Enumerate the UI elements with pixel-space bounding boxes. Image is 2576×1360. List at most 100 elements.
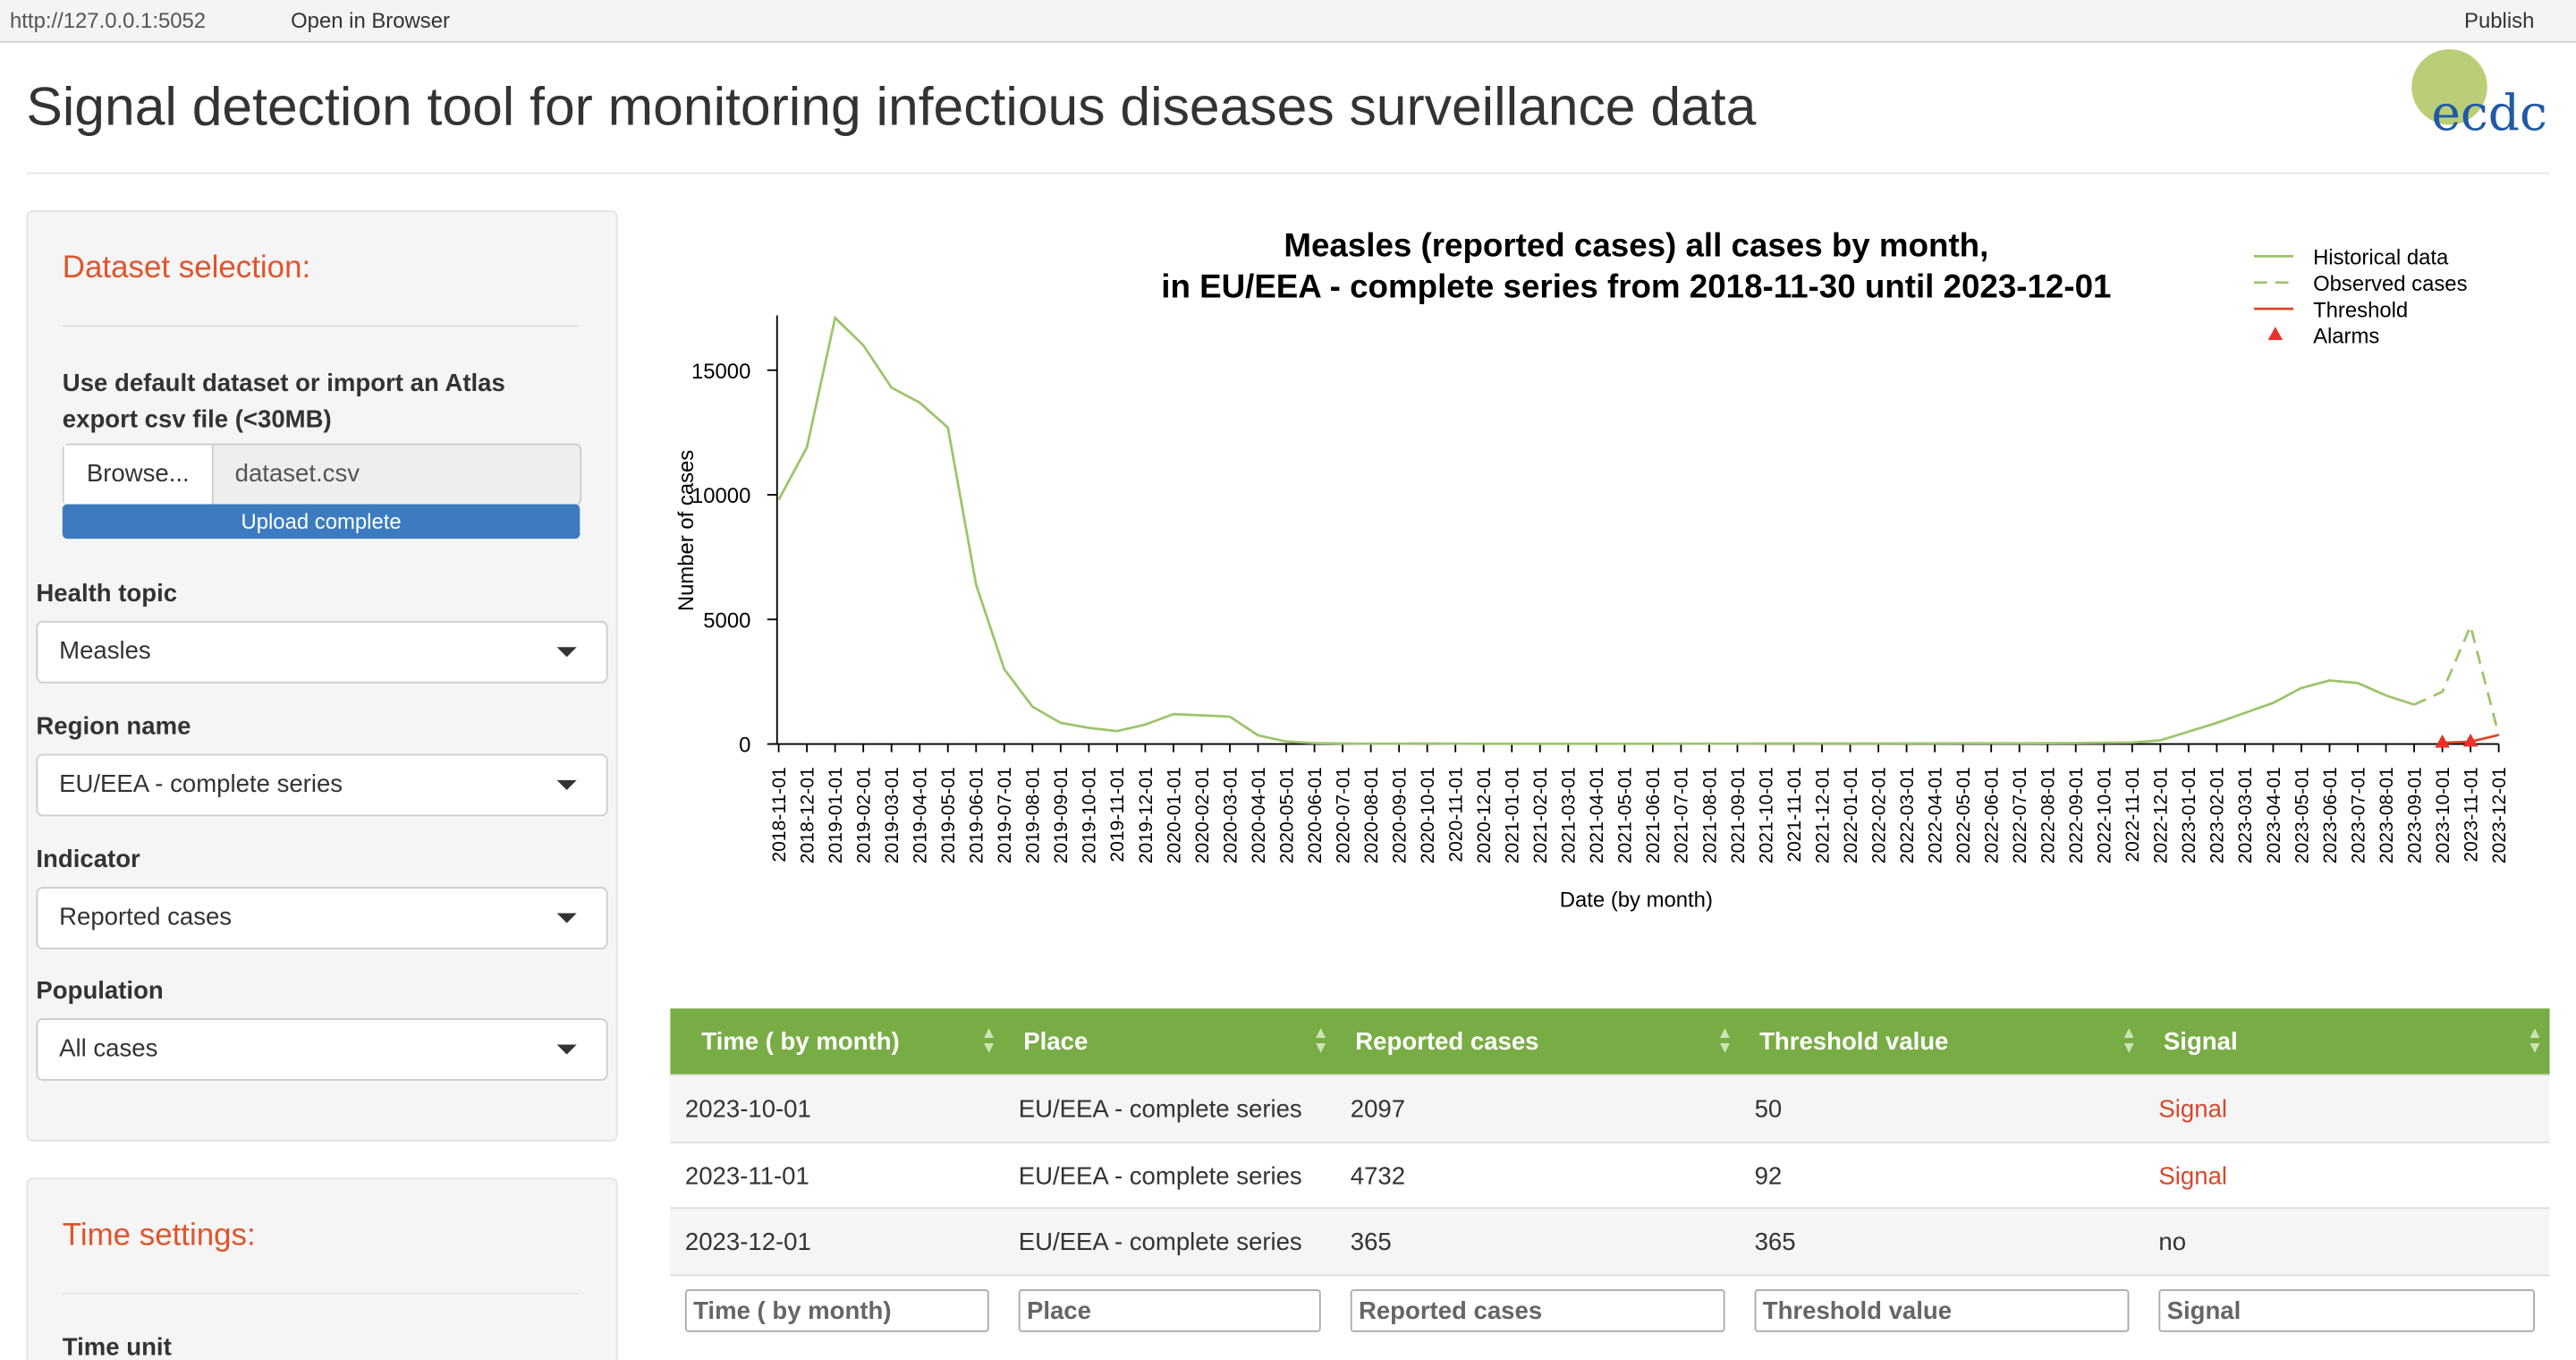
x-tick-label: 2021-10-01 <box>1756 767 1776 863</box>
x-tick-label: 2021-06-01 <box>1643 767 1664 863</box>
panel-heading: Dataset selection: <box>62 251 311 286</box>
legend-label: Observed cases <box>2313 272 2468 296</box>
x-tick-label: 2022-08-01 <box>2038 767 2059 863</box>
table-cell: 92 <box>1754 1161 1783 1190</box>
file-name: dataset.csv <box>234 459 360 489</box>
filter-input[interactable]: Reported cases <box>1350 1289 1725 1332</box>
x-tick-label: 2023-05-01 <box>2292 767 2312 863</box>
x-tick-label: 2022-12-01 <box>2151 767 2172 863</box>
sort-icon: ▲ ▼ <box>2526 1024 2544 1058</box>
divider <box>62 325 579 327</box>
x-tick-label: 2021-09-01 <box>1728 767 1749 863</box>
x-tick-label: 2019-12-01 <box>1136 767 1157 863</box>
url: http://127.0.0.1:5052 <box>10 8 207 33</box>
x-tick-label: 2022-02-01 <box>1868 767 1889 863</box>
x-tick-label: 2018-12-01 <box>797 767 818 863</box>
panel-heading: Time settings: <box>62 1219 256 1254</box>
table-row <box>670 1140 2550 1209</box>
table-cell: no <box>2158 1228 2187 1257</box>
select[interactable]: Reported cases <box>36 887 608 950</box>
x-tick-label: 2019-06-01 <box>967 767 987 863</box>
caret <box>556 647 577 658</box>
x-tick-label: 2019-09-01 <box>1051 767 1072 863</box>
table-cell: 2097 <box>1350 1095 1406 1124</box>
x-tick-label: 2021-11-01 <box>1784 767 1805 862</box>
x-tick-label: 2023-08-01 <box>2377 767 2397 863</box>
browse-button[interactable]: Browse... <box>64 445 214 505</box>
x-tick-label: 2021-03-01 <box>1559 767 1580 863</box>
x-tick-label: 2022-09-01 <box>2066 767 2087 863</box>
x-tick-label: 2023-03-01 <box>2235 767 2256 863</box>
y-tick-label: 10000 <box>691 484 750 508</box>
alarm-marker <box>2462 733 2479 747</box>
select[interactable]: EU/EEA - complete series <box>36 753 608 817</box>
x-tick-label: 2020-08-01 <box>1361 767 1382 863</box>
series-line <box>2413 622 2500 735</box>
table-cell: 365 <box>1350 1228 1392 1257</box>
x-tick-label: 2023-10-01 <box>2433 767 2453 863</box>
x-tick-label: 2021-01-01 <box>1503 767 1523 863</box>
table-row <box>670 1074 2550 1142</box>
legend-label: Alarms <box>2313 325 2379 349</box>
x-tick-label: 2023-09-01 <box>2404 767 2425 863</box>
select[interactable]: All cases <box>36 1018 608 1081</box>
x-tick-label: 2019-01-01 <box>826 767 846 863</box>
filter-input[interactable]: Place <box>1018 1289 1321 1332</box>
sort-icon: ▲ ▼ <box>980 1024 997 1058</box>
x-tick-label: 2023-02-01 <box>2207 767 2228 863</box>
x-tick-label: 2023-12-01 <box>2489 767 2510 863</box>
column-header[interactable]: Place <box>1023 1028 1089 1057</box>
x-tick-label: 2020-10-01 <box>1418 767 1438 863</box>
caret <box>556 913 577 923</box>
filter-input[interactable]: Time ( by month) <box>684 1289 989 1332</box>
time-panel <box>26 1177 618 1360</box>
browser-bar: http://127.0.0.1:5052 Open in Browser Pu… <box>0 0 2576 43</box>
filter-input[interactable]: Threshold value <box>1754 1289 2130 1332</box>
x-tick-label: 2021-07-01 <box>1672 767 1692 863</box>
x-tick-label: 2021-12-01 <box>1812 767 1833 863</box>
x-tick-label: 2020-06-01 <box>1305 767 1326 863</box>
table-cell: EU/EEA - complete series <box>1018 1228 1302 1257</box>
y-tick-label: 5000 <box>703 608 750 633</box>
x-tick-label: 2022-10-01 <box>2095 767 2115 863</box>
import-label: Use default dataset or import an Atlas e… <box>62 370 505 434</box>
logo-globe <box>2411 49 2487 125</box>
column-header[interactable]: Threshold value <box>1759 1028 1949 1057</box>
table-cell: 4732 <box>1350 1161 1406 1190</box>
select-value: Measles <box>59 637 151 666</box>
x-tick-label: 2020-01-01 <box>1164 767 1184 863</box>
x-tick-label: 2020-12-01 <box>1474 767 1495 863</box>
select[interactable]: Measles <box>36 620 608 684</box>
publish[interactable]: Publish <box>2464 8 2535 33</box>
caret <box>556 1044 577 1055</box>
x-tick-label: 2023-06-01 <box>2320 767 2341 863</box>
table-cell: 2023-10-01 <box>684 1095 811 1124</box>
select-value: Reported cases <box>59 903 233 931</box>
x-tick-label: 2022-11-01 <box>2123 767 2143 862</box>
x-tick-label: 2020-03-01 <box>1220 767 1241 863</box>
x-tick-label: 2020-11-01 <box>1446 767 1467 862</box>
x-tick-label: 2021-05-01 <box>1615 767 1636 863</box>
x-tick-label: 2022-01-01 <box>1841 767 1861 863</box>
x-tick-label: 2019-10-01 <box>1080 767 1100 863</box>
legend-label: Historical data <box>2313 246 2449 270</box>
field-label: Indicator <box>36 846 140 874</box>
column-header[interactable]: Time ( by month) <box>701 1028 900 1057</box>
table-cell: 2023-11-01 <box>684 1161 809 1190</box>
open-in-browser[interactable]: Open in Browser <box>291 8 450 33</box>
column-header[interactable]: Signal <box>2163 1028 2238 1057</box>
filter-input[interactable]: Signal <box>2158 1289 2536 1332</box>
column-header[interactable]: Reported cases <box>1355 1028 1539 1057</box>
app-title: Signal detection tool for monitoring inf… <box>26 75 1757 137</box>
x-tick-label: 2023-04-01 <box>2264 767 2284 863</box>
x-tick-label: 2020-09-01 <box>1389 767 1410 863</box>
x-axis-title: Date (by month) <box>1560 888 1713 912</box>
legend-label: Threshold <box>2313 298 2408 322</box>
table-cell: 365 <box>1754 1228 1796 1257</box>
table-cell: Signal <box>2158 1161 2228 1190</box>
table-row <box>670 1207 2550 1275</box>
x-tick-label: 2021-02-01 <box>1530 767 1551 863</box>
divider <box>62 1292 579 1295</box>
